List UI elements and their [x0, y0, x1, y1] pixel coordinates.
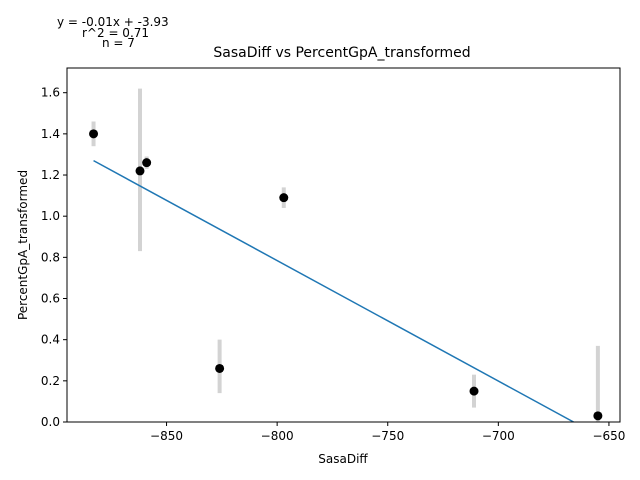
- data-point: [89, 129, 99, 139]
- y-tick-label: 0.2: [41, 374, 60, 388]
- y-tick-label: 0.0: [41, 415, 60, 429]
- plot-area: [89, 88, 603, 422]
- y-tick-label: 1.0: [41, 209, 60, 223]
- x-tick-label: −800: [261, 429, 294, 443]
- x-axis-label: SasaDiff: [318, 452, 368, 466]
- y-tick-label: 0.4: [41, 333, 60, 347]
- y-axis: 0.0 0.2 0.4 0.6 0.8 1.0 1.2 1.4 1.6: [41, 86, 67, 429]
- y-tick-label: 1.4: [41, 127, 60, 141]
- y-tick-label: 0.6: [41, 292, 60, 306]
- plot-frame: [66, 67, 621, 423]
- y-axis-label: PercentGpA_transformed: [16, 170, 30, 320]
- data-point: [279, 193, 289, 203]
- data-point: [469, 386, 479, 396]
- data-point: [142, 158, 152, 168]
- data-point: [215, 363, 225, 373]
- x-tick-label: −650: [592, 429, 625, 443]
- y-tick-label: 1.6: [41, 86, 60, 100]
- data-point: [135, 166, 145, 176]
- y-tick-label: 1.2: [41, 168, 60, 182]
- x-tick-label: −850: [150, 429, 183, 443]
- data-point: [593, 411, 603, 421]
- r-squared-annotation: r^2 = 0.71: [82, 26, 149, 40]
- x-axis: −850 −800 −750 −700 −650: [150, 422, 625, 443]
- regression-line: [93, 159, 574, 422]
- equation-annotation: y = -0.01x + -3.93: [57, 15, 169, 29]
- n-annotation: n = 7: [102, 36, 135, 50]
- chart-title: SasaDiff vs PercentGpA_transformed: [213, 45, 470, 61]
- y-tick-label: 0.8: [41, 250, 60, 264]
- x-tick-label: −750: [371, 429, 404, 443]
- x-tick-label: −700: [482, 429, 515, 443]
